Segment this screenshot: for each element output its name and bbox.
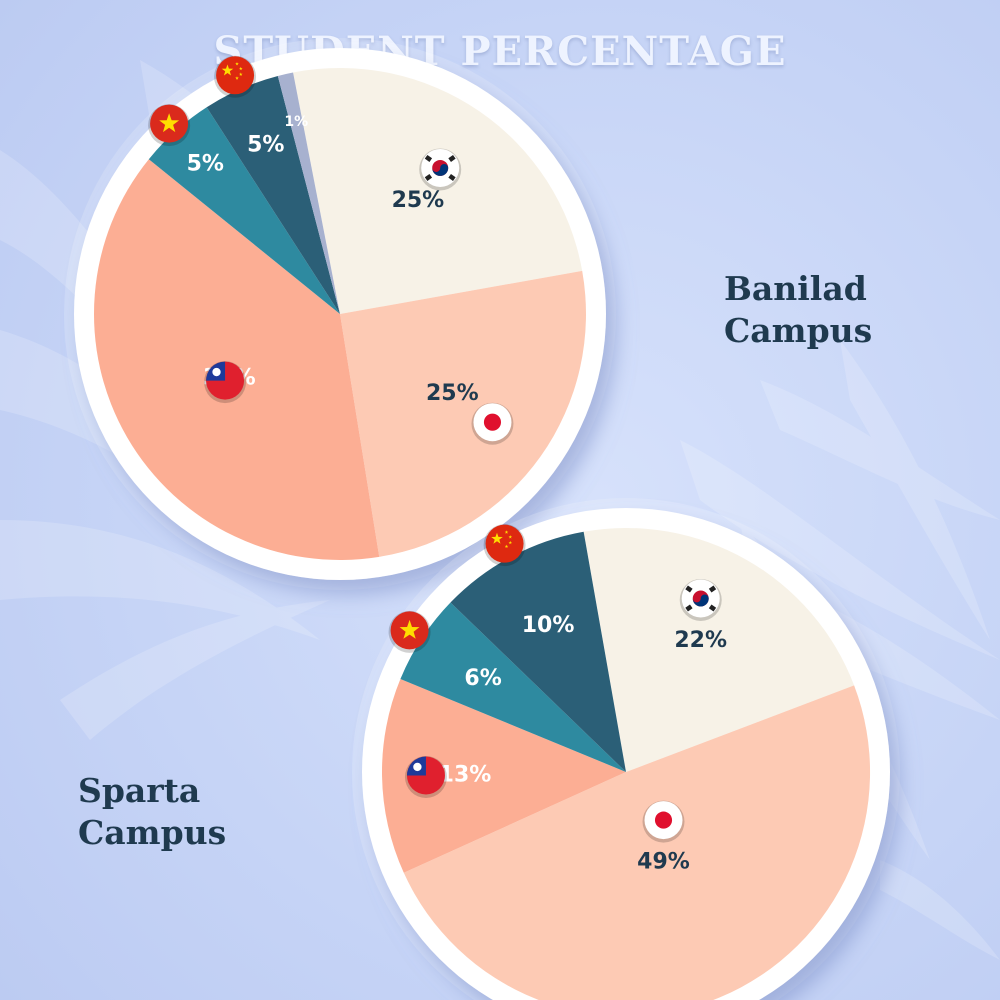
slice-label: 1%: [284, 114, 308, 130]
slice-label: 5%: [247, 133, 284, 158]
pie-slice: [293, 68, 583, 314]
china-flag: [483, 524, 526, 567]
slice-label: 6%: [464, 666, 501, 691]
pie-slice: [583, 528, 855, 772]
taiwan-flag: [404, 755, 447, 798]
pie-slice: [450, 531, 626, 772]
banilad-campus-label: Banilad Campus: [724, 268, 872, 352]
china-flag: [214, 55, 257, 98]
south-korea-flag: [679, 578, 722, 621]
slice-label: 13%: [439, 762, 492, 787]
japan-flag: [642, 800, 685, 843]
pie-slice: [148, 107, 340, 314]
vietnam-flag: [388, 610, 431, 653]
pie-slice: [340, 270, 586, 557]
pie-slice: [400, 602, 626, 772]
pie-slice: [381, 679, 626, 873]
banilad-campus-label-line-2: Campus: [724, 311, 873, 350]
slice-label: 25%: [426, 381, 479, 406]
slice-label: 5%: [187, 151, 224, 176]
taiwan-flag: [204, 361, 247, 404]
slice-label: 22%: [674, 628, 727, 653]
banilad-pie-chart: 25%25%38%5%5%1%: [64, 38, 616, 590]
pie-slice: [93, 159, 380, 561]
japan-flag: [471, 402, 514, 445]
pie-slice: [206, 75, 340, 314]
south-korea-flag: [419, 148, 462, 191]
vietnam-flag: [148, 104, 191, 147]
sparta-campus-label-line-2: Campus: [78, 813, 227, 852]
slice-label: 49%: [637, 850, 690, 875]
pie-slice: [403, 685, 871, 1000]
pie-slice: [277, 72, 340, 315]
banilad-campus-label-line-1: Banilad: [724, 269, 867, 308]
sparta-campus-label: Sparta Campus: [78, 770, 226, 854]
sparta-campus-label-line-1: Sparta: [78, 771, 201, 810]
sparta-pie-chart: 22% 49% 13% 6% 10%: [352, 498, 900, 1000]
slice-label: 25%: [392, 188, 445, 213]
slice-label: 10%: [522, 613, 575, 638]
